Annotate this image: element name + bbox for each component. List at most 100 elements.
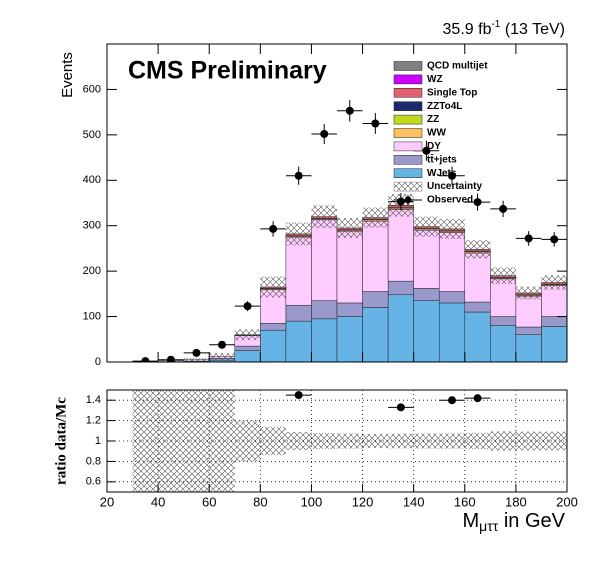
x-label-rest: in GeV [498,510,565,532]
y-tick-label: 1 [95,435,101,447]
legend-label: WZ [427,74,443,85]
legend-label: Single Top [427,87,477,98]
x-label-sub: μττ [479,518,499,534]
ratio-uncertainty [209,390,235,492]
y-tick-label: 100 [83,310,101,322]
y-tick-label: 0 [95,356,101,368]
stack-segment [260,329,287,362]
data-point [550,235,559,244]
legend-swatch [393,114,423,125]
plot-area [132,99,567,362]
legend-swatch [393,74,423,85]
data-point [269,224,278,233]
ratio-uncertainty [541,431,567,451]
legend-label: DY [427,141,441,152]
ratio-uncertainty [132,390,159,492]
stack-segment [413,288,440,301]
uncertainty-band [209,352,235,361]
legend-swatch [393,88,423,98]
stack-segment [362,307,389,362]
legend-label: QCD multijet [427,61,488,72]
stack-segment [413,300,440,362]
ratio-uncertainty [337,433,363,449]
ratio-point [473,394,482,403]
x-tick-label: 60 [202,494,216,509]
stack-segment [490,325,517,362]
legend-swatch [393,101,423,111]
legend-label: Uncertainty [427,181,482,192]
data-point [396,197,405,206]
uncertainty-band [311,205,337,228]
ratio-uncertainty [439,433,465,449]
stack-segment [515,295,542,328]
data-point [166,355,175,362]
x-axis-label: Mμττ in GeV [462,510,565,533]
data-point [371,119,380,128]
legend-label: ZZ [427,114,439,125]
stack-segment [541,326,567,362]
y-tick-label: 0.6 [86,476,101,488]
stack-segment [515,326,542,335]
stack-segment [285,320,312,362]
legend-label: tt̄+jets [427,154,457,166]
stack-segment [464,311,491,362]
stack-segment [438,232,466,292]
x-tick-label: 100 [301,494,323,509]
stack-segment [234,345,261,351]
stack-segment [541,316,567,327]
frame [106,43,568,363]
stack-segment [234,350,261,362]
stack-segment [336,316,363,362]
lumi-label: 35.9 fb-1 (13 TeV) [443,19,565,39]
y-tick-label: 0.8 [86,455,101,467]
data-point [422,146,431,155]
ratio-uncertainty [311,433,337,449]
x-label-main: M [462,510,479,532]
x-tick-label: 160 [454,494,476,509]
stack-segment [362,220,389,292]
ratio-point [448,396,456,405]
y-tick-label: 300 [83,220,101,232]
y-tick-label: 600 [83,83,101,95]
x-tick-label: 40 [151,494,165,509]
stack-segment [311,219,338,301]
uncertainty-band [234,329,261,341]
y-tick-label: 1.4 [86,394,101,406]
stack-segment [438,291,466,304]
ratio-axis-label: ratio data/Mc [53,397,69,485]
legend-swatch [393,168,423,178]
stack-segment [387,294,414,362]
uncertainty-band [285,222,312,246]
data-point [192,348,201,357]
x-tick-label: 80 [253,494,267,509]
ratio-uncertainty [515,431,542,451]
x-tick-label: 20 [100,494,114,509]
uncertainty-band [541,275,567,290]
stack-segment [260,323,287,331]
stack-segment [490,316,517,326]
ratio-point [396,403,405,412]
stack-segment [311,300,338,320]
stack-segment [438,302,466,362]
legend-swatch [393,181,423,192]
legend-label: WW [427,128,446,139]
x-tick-label: 200 [556,494,578,509]
data-point [320,129,329,138]
y-tick-label: 500 [83,129,101,141]
y-tick-label: 400 [83,174,101,186]
y-tick-label: 200 [83,265,101,277]
cms-label: CMS Preliminary [128,57,327,85]
y-tick-label: 1.2 [86,415,101,427]
uncertainty-band [515,286,542,300]
x-tick-label: 140 [403,494,425,509]
uncertainty-band [464,240,491,259]
data-point [218,340,226,349]
legend-label: ZZTo4L [427,101,462,112]
uncertainty-band [439,218,465,239]
x-tick-label: 120 [352,494,374,509]
data-point [141,357,150,362]
data-point [524,234,533,243]
stack-segment [541,285,567,317]
stack-segment [336,230,363,304]
stack-segment [336,302,363,317]
